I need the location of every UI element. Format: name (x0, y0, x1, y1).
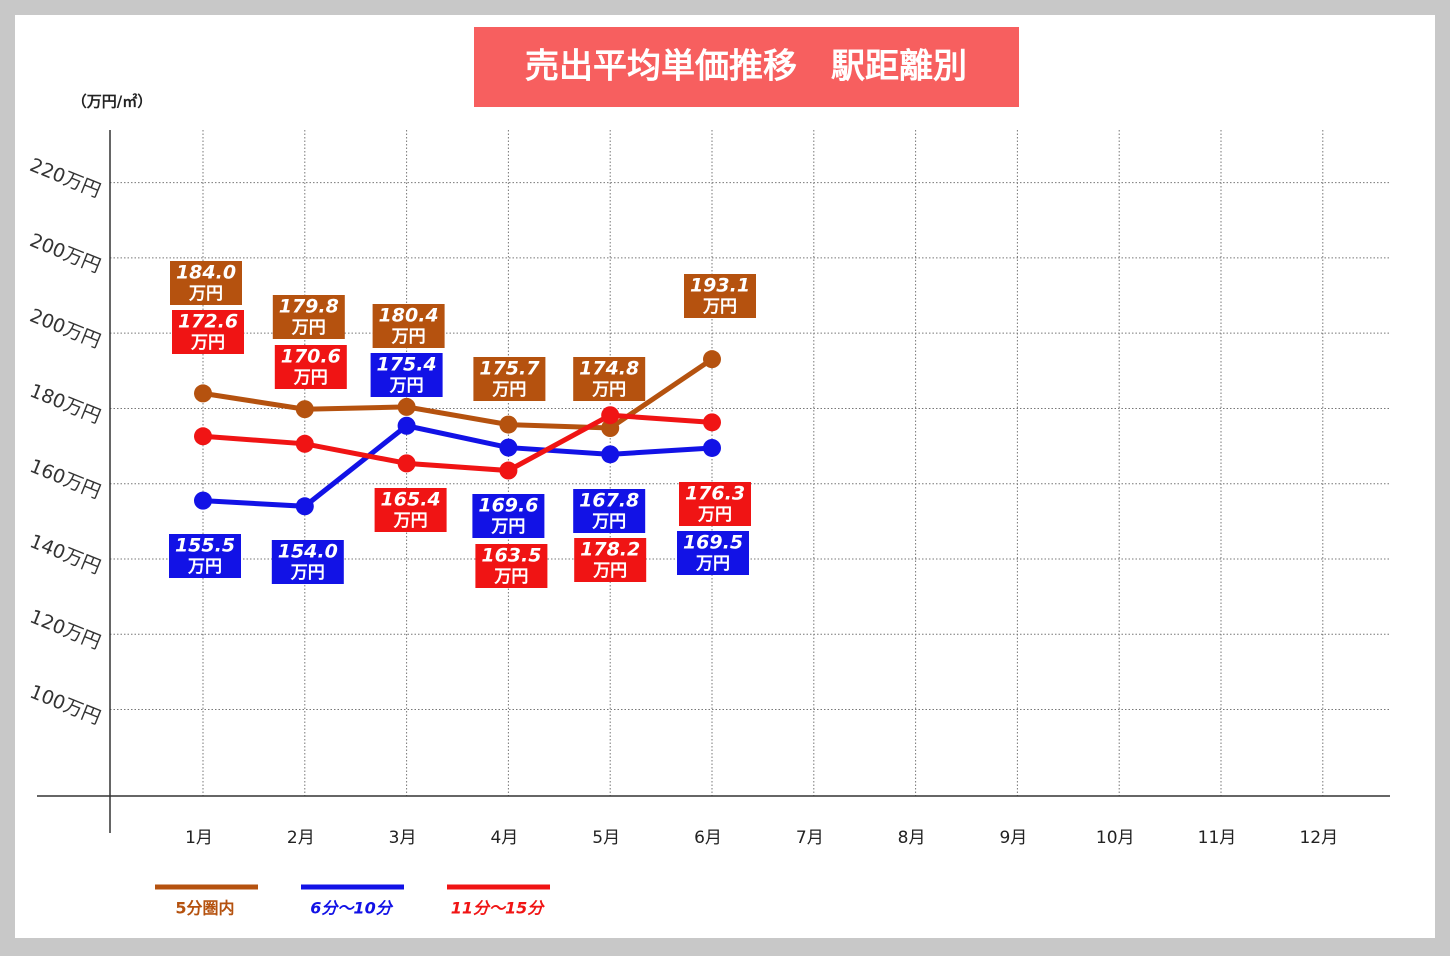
series-line (202, 412, 713, 474)
data-label: 170.6 (281, 346, 341, 368)
legend-label: 6分～10分 (310, 899, 393, 918)
data-label-box (677, 531, 749, 575)
data-label: 163.5 (481, 545, 541, 567)
data-label-box (374, 488, 447, 532)
canvas (15, 15, 1435, 938)
data-label: 169.5 (683, 532, 743, 554)
data-label: 167.8 (579, 490, 639, 512)
data-label: 154.0 (278, 541, 338, 563)
data-label-box (679, 482, 751, 526)
data-label: 193.1 (690, 275, 750, 297)
x-tick-label: 11月 (1198, 828, 1237, 848)
data-label: 174.8 (579, 358, 639, 380)
data-label-unit: 万円 (188, 284, 223, 304)
data-label: 165.4 (381, 489, 441, 511)
x-tick-label: 5月 (592, 828, 620, 848)
data-label: 155.5 (175, 535, 235, 557)
data-point (397, 416, 416, 435)
data-label: 180.4 (379, 305, 439, 327)
data-point (397, 454, 416, 473)
data-label: 176.3 (685, 483, 745, 505)
data-label-unit: 万円 (491, 380, 526, 400)
data-label-unit: 万円 (291, 318, 326, 338)
data-point (703, 350, 721, 369)
data-label: 178.2 (580, 539, 640, 561)
data-label-box (274, 345, 347, 389)
x-tick-label: 3月 (389, 828, 417, 848)
data-label-unit: 万円 (290, 563, 325, 583)
data-label-box (169, 534, 241, 578)
data-point (601, 445, 620, 464)
data-label-unit: 万円 (591, 380, 626, 400)
data-label-unit: 万円 (393, 511, 428, 531)
data-label-box (372, 304, 445, 348)
data-label-box (472, 494, 545, 538)
data-label-unit: 万円 (293, 368, 328, 388)
data-label: 172.6 (178, 311, 238, 333)
data-point (295, 434, 314, 453)
data-label-unit: 万円 (187, 557, 222, 577)
data-point (601, 406, 620, 425)
data-point (703, 413, 721, 432)
series-line (202, 423, 713, 509)
data-label: 179.8 (279, 296, 339, 318)
data-label-unit: 万円 (697, 505, 732, 525)
x-tick-label: 7月 (796, 828, 824, 848)
data-label-box (272, 295, 345, 339)
data-label-box (573, 489, 646, 533)
data-label-box (172, 310, 244, 354)
data-label: 184.0 (176, 262, 236, 284)
data-point (703, 438, 721, 457)
data-label-box (170, 261, 242, 305)
x-tick-label: 10月 (1096, 828, 1135, 848)
data-label-box (684, 274, 756, 318)
data-label-unit: 万円 (592, 561, 627, 581)
data-point (194, 491, 212, 510)
data-label-unit: 万円 (695, 554, 730, 574)
data-label-box (271, 540, 344, 584)
data-point (295, 497, 314, 516)
data-point (499, 461, 518, 480)
data-label-box (574, 538, 647, 582)
data-point (601, 419, 620, 438)
data-point (499, 415, 518, 434)
x-tick-label: 8月 (898, 828, 926, 848)
data-label-box (573, 357, 646, 401)
x-tick-label: 1月 (185, 828, 213, 848)
data-label-unit: 万円 (493, 567, 528, 587)
data-label: 175.7 (479, 358, 540, 380)
data-point (194, 427, 212, 446)
data-label-unit: 万円 (391, 327, 426, 347)
x-tick-label: 2月 (287, 828, 315, 848)
data-label-unit: 万円 (190, 333, 225, 353)
title-box (474, 27, 1019, 107)
legend-label: 5分圏内 (175, 899, 234, 918)
chart-title: 売出平均単価推移 駅距離別 (525, 47, 967, 87)
data-point (499, 438, 518, 457)
data-label-unit: 万円 (591, 512, 626, 532)
x-tick-label: 4月 (490, 828, 518, 848)
data-label-unit: 万円 (490, 517, 525, 537)
x-tick-label: 12月 (1299, 828, 1338, 848)
data-label: 175.4 (377, 354, 437, 376)
data-point (194, 384, 212, 403)
data-label-unit: 万円 (702, 297, 737, 317)
data-point (397, 397, 416, 416)
data-point (295, 400, 314, 419)
legend-label: 11分～15分 (451, 899, 546, 918)
data-label: 169.6 (478, 495, 538, 517)
x-tick-label: 9月 (999, 828, 1027, 848)
y-axis-label: （万円/㎡） (72, 93, 152, 111)
x-tick-label: 6月 (694, 828, 722, 848)
data-label-unit: 万円 (389, 376, 424, 396)
data-label-box (473, 357, 546, 401)
data-label-box (370, 353, 443, 397)
data-label-box (475, 544, 548, 588)
